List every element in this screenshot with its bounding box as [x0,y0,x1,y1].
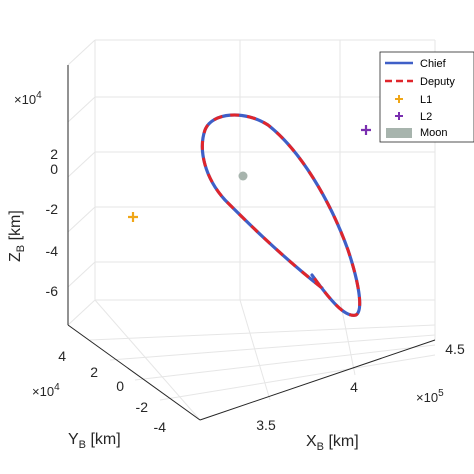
svg-text:YB [km]: YB [km] [68,431,121,451]
x-tick: 4 [350,379,358,395]
legend-moon-label: Moon [420,127,448,139]
y-multiplier: ×104 [32,382,60,399]
z-tick: 0 [50,161,58,177]
y-axis-ticks: -4 -2 0 2 4 [58,348,166,435]
y-tick: 0 [116,378,124,394]
axis-box [67,65,436,421]
z-axis-ticks: 2 0 -2 -4 -6 [46,146,59,299]
x-tick: 3.5 [256,417,276,433]
deputy-orbit-line [200,113,362,317]
legend-l2-label: L2 [420,111,432,123]
x-multiplier: ×105 [416,388,444,405]
y-axis-label: YB [km] [68,431,121,451]
y-tick: -4 [154,419,167,435]
legend-moon-swatch [386,128,412,138]
svg-text:×104: ×104 [14,90,42,107]
legend-l1-label: L1 [420,94,432,106]
y-tick: 2 [90,364,98,380]
z-tick: 2 [50,146,58,162]
svg-text:ZB [km]: ZB [km] [7,210,27,262]
l1-marker [128,212,138,222]
plot-data [128,113,371,317]
x-axis-ticks: 3.5 4 4.5 [256,341,465,433]
svg-text:×104: ×104 [32,382,60,399]
moon-marker [238,171,248,181]
z-tick: -4 [46,243,59,259]
legend-deputy-label: Deputy [420,76,455,88]
y-tick: 4 [58,348,66,364]
chief-orbit-line [200,113,362,317]
legend-l2-marker [395,112,403,120]
x-axis-label: XB [km] [306,433,359,453]
legend-chief-label: Chief [420,58,447,70]
z-multiplier: ×104 [14,90,42,107]
svg-text:×105: ×105 [416,388,444,405]
legend-l1-marker [395,95,403,103]
z-tick: -6 [46,283,59,299]
z-axis-label: ZB [km] [7,210,27,262]
z-tick: -2 [46,201,59,217]
legend-box [379,51,474,143]
x-tick: 4.5 [445,341,465,357]
l2-marker [361,125,371,135]
y-tick: -2 [136,399,149,415]
legend: Chief Deputy L1 L2 Moon [379,51,474,143]
svg-text:XB [km]: XB [km] [306,433,359,453]
